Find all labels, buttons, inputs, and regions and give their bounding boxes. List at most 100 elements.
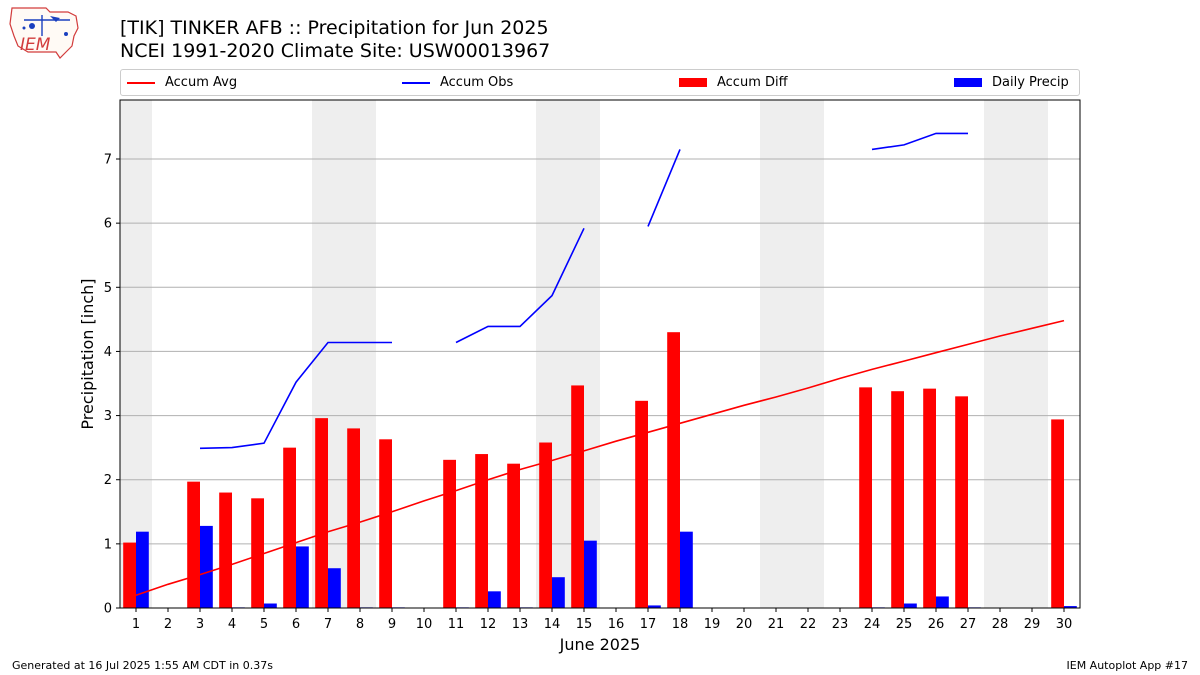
x-tick-label-30: 30	[1056, 617, 1073, 632]
x-tick-label-15: 15	[576, 617, 593, 632]
x-tick-label-5: 5	[260, 617, 268, 632]
accum-diff-bar-day-25	[891, 391, 904, 608]
y-tick-label-6: 6	[104, 217, 112, 232]
x-tick-label-19: 19	[704, 617, 721, 632]
grid-lines	[120, 158, 1080, 545]
legend-label-daily-precip: Daily Precip	[992, 75, 1069, 90]
accum-diff-bar-day-14	[539, 442, 552, 608]
y-tick-label-3: 3	[104, 409, 112, 424]
daily-precip-bar-day-5	[264, 603, 277, 608]
accum-avg-line	[135, 319, 1065, 596]
x-tick-label-16: 16	[608, 617, 625, 632]
weekend-band-day-28	[984, 100, 1016, 608]
legend-swatch-red	[679, 78, 707, 87]
legend-swatch-blue	[954, 78, 982, 87]
iem-logo: IEM	[9, 7, 79, 59]
x-tick-label-12: 12	[480, 617, 497, 632]
logo-text: IEM	[20, 35, 51, 55]
daily-precip-bar-day-7	[328, 568, 341, 608]
daily-precip-bar-day-6	[296, 546, 309, 608]
daily-precip-bar-day-12	[488, 591, 501, 608]
legend-label-accum-diff: Accum Diff	[717, 75, 788, 90]
accum-diff-bar-day-24	[859, 387, 872, 608]
legend-item-daily-precip: Daily Precip	[954, 70, 1069, 95]
legend-line-red	[127, 81, 155, 84]
accum-obs-line-segment-2	[647, 149, 681, 227]
accum-diff-bar-day-1	[123, 542, 136, 608]
daily-precip-bar-day-25	[904, 603, 917, 608]
legend-item-accum-diff: Accum Diff	[679, 70, 788, 95]
accum-obs-line-segment-3	[871, 132, 968, 151]
weekend-band-day-29	[1016, 100, 1048, 608]
chart-title: [TIK] TINKER AFB :: Precipitation for Ju…	[120, 17, 549, 39]
daily-precip-bar-day-14	[552, 577, 565, 608]
accum-diff-bar-day-8	[347, 428, 360, 608]
lines	[135, 132, 1065, 596]
y-tick-label-5: 5	[104, 281, 112, 296]
weekend-band-day-21	[760, 100, 792, 608]
x-tick-label-1: 1	[132, 617, 140, 632]
app-note: IEM Autoplot App #17	[1066, 659, 1189, 672]
legend-item-accum-avg: Accum Avg	[127, 70, 237, 95]
accum-diff-bar-day-9	[379, 439, 392, 608]
x-tick-label-3: 3	[196, 617, 204, 632]
daily-precip-bar-day-30	[1064, 606, 1077, 608]
accum-diff-bar-day-13	[507, 463, 520, 608]
x-tick-label-25: 25	[896, 617, 913, 632]
x-tick-label-24: 24	[864, 617, 881, 632]
x-tick-label-26: 26	[928, 617, 945, 632]
x-tick-label-21: 21	[768, 617, 785, 632]
weekend-band-day-22	[792, 100, 824, 608]
x-tick-label-22: 22	[800, 617, 817, 632]
x-axis-label: June 2025	[559, 635, 641, 654]
x-tick-label-29: 29	[1024, 617, 1041, 632]
accum-diff-bar-day-5	[251, 498, 264, 608]
x-tick-label-6: 6	[292, 617, 300, 632]
x-tick-label-10: 10	[416, 617, 433, 632]
x-tick-label-23: 23	[832, 617, 849, 632]
daily-precip-bar-day-1	[136, 531, 149, 608]
y-axis-label: Precipitation [inch]	[78, 278, 97, 429]
accum-diff-bar-day-11	[443, 459, 456, 608]
daily-precip-bar-day-18	[680, 531, 693, 608]
x-tick-label-2: 2	[164, 617, 172, 632]
accum-diff-bar-day-26	[923, 388, 936, 608]
y-tick-label-4: 4	[104, 345, 112, 360]
x-tick-label-28: 28	[992, 617, 1009, 632]
accum-diff-bar-day-17	[635, 400, 648, 608]
x-tick-label-7: 7	[324, 617, 332, 632]
x-tick-label-8: 8	[356, 617, 364, 632]
y-tick-label-7: 7	[104, 153, 112, 168]
x-tick-label-13: 13	[512, 617, 529, 632]
bars	[123, 332, 1077, 608]
axes: 1 2 3 4 5 6 7 8 9 10 11 12 13 14 15 16 17 18 19 20 21 22 23 24 2…	[104, 153, 1073, 632]
accum-diff-bar-day-4	[219, 492, 232, 608]
x-tick-label-27: 27	[960, 617, 977, 632]
plot-frame	[119, 99, 1081, 609]
daily-precip-bar-day-17	[648, 605, 661, 608]
legend-label-accum-obs: Accum Obs	[440, 75, 514, 90]
x-tick-label-4: 4	[228, 617, 236, 632]
accum-obs-line-segment-1	[455, 227, 585, 344]
generated-note: Generated at 16 Jul 2025 1:55 AM CDT in …	[12, 659, 273, 672]
accum-diff-bar-day-18	[667, 332, 680, 608]
accum-diff-bar-day-3	[187, 481, 200, 608]
legend-label-accum-avg: Accum Avg	[165, 75, 238, 90]
weekend-shading	[120, 100, 1048, 608]
accum-diff-bar-day-7	[315, 418, 328, 608]
x-tick-label-18: 18	[672, 617, 689, 632]
legend: Accum Avg Accum Obs Accum Diff Daily Pre…	[120, 69, 1080, 96]
x-tick-label-9: 9	[388, 617, 396, 632]
accum-diff-bar-day-30	[1051, 419, 1064, 608]
legend-item-accum-obs: Accum Obs	[402, 70, 513, 95]
daily-precip-bar-day-15	[584, 540, 597, 608]
y-tick-label-2: 2	[104, 473, 112, 488]
x-tick-label-20: 20	[736, 617, 753, 632]
accum-diff-bar-day-6	[283, 447, 296, 608]
x-tick-label-14: 14	[544, 617, 561, 632]
accum-obs-line-segment-0	[199, 341, 392, 450]
y-tick-label-1: 1	[104, 537, 112, 552]
accum-diff-bar-day-15	[571, 385, 584, 608]
accum-diff-bar-day-27	[955, 396, 968, 608]
